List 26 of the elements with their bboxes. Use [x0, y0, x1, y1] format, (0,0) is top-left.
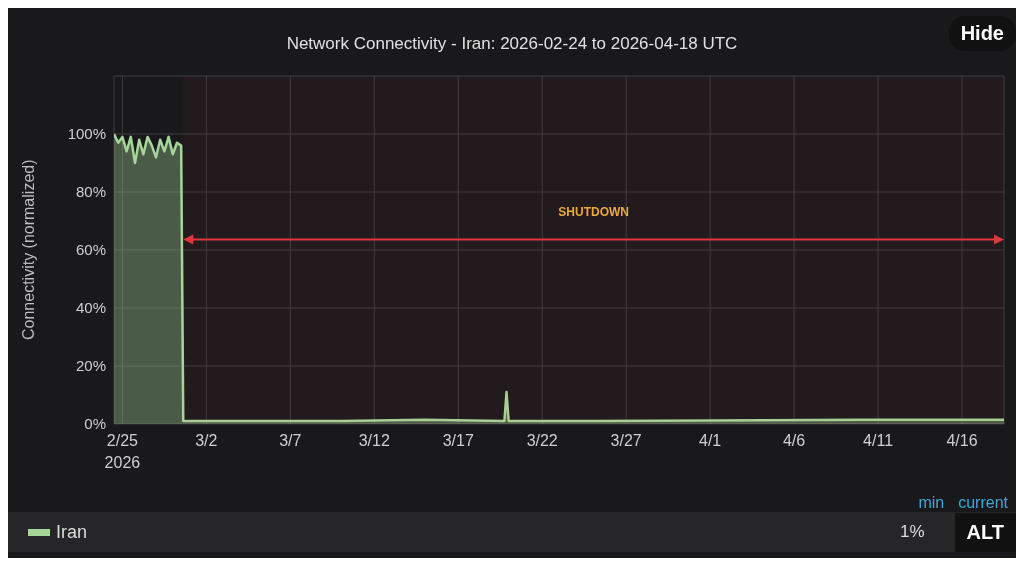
text: Hide [948, 16, 1016, 51]
x-tick-label: 3/22 [526, 432, 558, 449]
x-tick-label: 4/6 [782, 432, 806, 449]
x-tick-label: 4/16 [946, 432, 978, 449]
band-label: SHUTDOWN [558, 204, 629, 219]
text: current [958, 494, 1008, 512]
x-tick-label: 4/1 [699, 432, 722, 449]
text: ALT [954, 512, 1016, 552]
text: 1% [900, 522, 925, 542]
legend-label: Iran [56, 521, 88, 543]
y-tick-label: 0% [84, 415, 106, 433]
y-tick-label: 40% [75, 299, 106, 317]
y-tick-label: 60% [75, 241, 106, 259]
x-tick-label: 2/25 2026 [104, 432, 141, 471]
text: min [918, 494, 945, 512]
y-axis-title: Connectivity (normalized) [19, 159, 37, 340]
x-tick-label: 3/17 [442, 432, 474, 449]
x-tick-label: 3/12 [358, 432, 390, 449]
x-tick-label: 4/11 [863, 432, 894, 449]
y-tick-label: 80% [75, 183, 106, 201]
x-tick-label: 3/27 [610, 432, 642, 449]
y-tick-label: 100% [67, 125, 106, 143]
x-tick-label: 3/2 [195, 432, 218, 449]
chart-title: Network Connectivity - Iran: 2026-02-24 to 2026-04-18 UTC [286, 34, 738, 53]
x-tick-label: 3/7 [279, 432, 302, 449]
y-tick-label: 20% [75, 357, 106, 375]
